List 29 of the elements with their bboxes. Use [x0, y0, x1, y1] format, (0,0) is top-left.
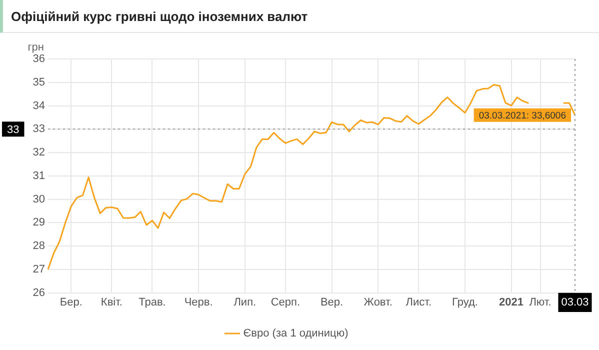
- y-tick-label: 35: [32, 76, 45, 88]
- x-tick-label: Бер.: [60, 296, 82, 308]
- x-tick-label: Лист.: [406, 296, 432, 308]
- x-tick-label: Жовт.: [364, 296, 392, 308]
- y-tick-label: 36: [32, 53, 45, 66]
- y-tick-label: 31: [32, 170, 45, 182]
- x-tick-label: 03.03: [561, 296, 589, 308]
- chart-title: Офіційний курс гривні щодо іноземних валют: [0, 0, 599, 33]
- y-tick-label: 33: [32, 123, 45, 136]
- x-tick-label: Квіт.: [100, 296, 122, 308]
- x-tick-label: Вер.: [320, 296, 344, 308]
- x-tick-label: Трав.: [138, 296, 166, 308]
- x-tick-label: Груд.: [452, 296, 478, 308]
- x-tick-label: Черв.: [184, 296, 213, 308]
- y-tick-label: 28: [32, 240, 45, 252]
- y-tick-label: 29: [32, 216, 45, 229]
- y-tick-label: 32: [32, 146, 45, 159]
- annotation: 03.03.2021: 33,6006: [478, 110, 566, 122]
- y-axis-title: грн: [28, 42, 44, 54]
- y-tick-label: 27: [32, 263, 45, 276]
- x-tick-label: Лют.: [529, 296, 552, 308]
- x-tick-label: 2021: [499, 296, 524, 308]
- y-tick-label: 30: [32, 193, 45, 206]
- legend-label: Євро (за 1 одиницю): [243, 328, 348, 340]
- x-tick-label: Лип.: [234, 296, 256, 308]
- y-tick-label: 26: [32, 286, 45, 299]
- ref-line-label: 33: [7, 124, 20, 136]
- x-tick-label: Серп.: [270, 296, 300, 308]
- y-tick-label: 34: [32, 100, 45, 112]
